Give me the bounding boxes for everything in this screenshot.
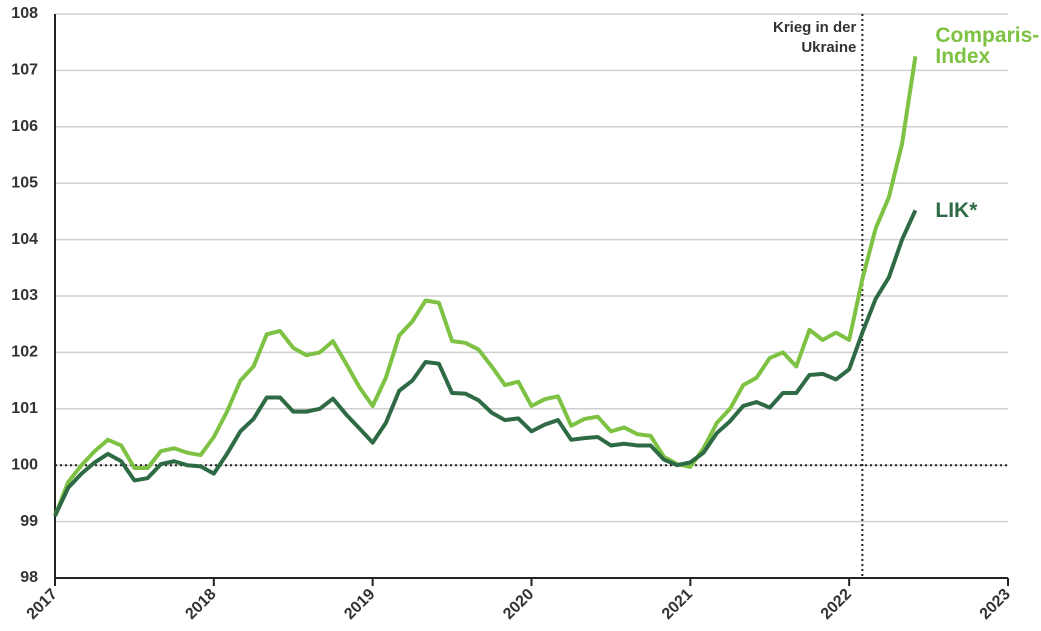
y-tick-label: 98 (20, 569, 38, 586)
series-label: LIK* (935, 198, 978, 222)
y-tick-label: 108 (11, 5, 38, 22)
x-tick-label: 2018 (182, 586, 219, 623)
y-tick-label: 106 (11, 118, 38, 135)
x-tick-label: 2019 (341, 586, 378, 623)
y-tick-label: 100 (11, 456, 38, 473)
annotation: Krieg in der Ukraine (772, 19, 857, 56)
series-line (53, 209, 918, 517)
series-line (53, 55, 918, 517)
y-tick-label: 103 (11, 287, 38, 304)
x-tick-label: 2017 (24, 586, 61, 623)
x-tick-label: 2023 (977, 586, 1014, 623)
y-tick-label: 107 (11, 62, 38, 79)
y-tick-label: 99 (20, 513, 38, 530)
y-tick-label: 101 (11, 400, 38, 417)
y-tick-label: 105 (11, 174, 38, 191)
x-tick-label: 2022 (818, 586, 855, 623)
series-label: Comparis-Index (935, 24, 1040, 69)
y-tick-label: 104 (11, 231, 38, 248)
x-tick-label: 2020 (500, 586, 537, 623)
y-tick-label: 102 (11, 344, 38, 361)
x-tick-label: 2021 (659, 586, 696, 623)
